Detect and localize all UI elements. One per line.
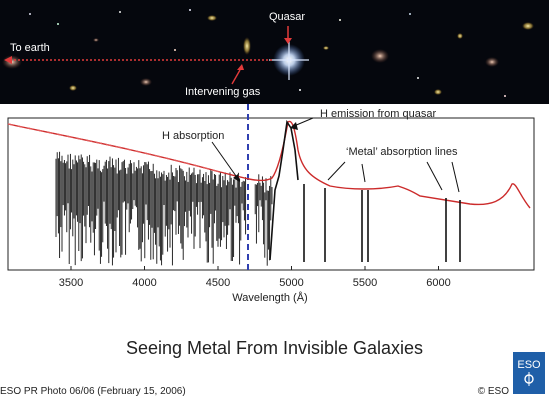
metal-absorption-label: ‘Metal’ absorption lines	[346, 146, 458, 158]
x-tick-label: 6000	[426, 277, 450, 289]
h-emission-label: H emission from quasar	[320, 108, 436, 120]
intervening-gas-label: Intervening gas	[185, 86, 261, 98]
continuum-extrapolation	[7, 123, 221, 173]
h-emission-peak	[269, 119, 299, 261]
x-tick-label: 4500	[206, 277, 230, 289]
continuum-curve	[7, 120, 531, 209]
x-tick-label: 5000	[279, 277, 303, 289]
x-axis-ticks: 3500 4000 4500 5000 5500 6000	[59, 266, 451, 289]
h-emission-pointer	[293, 117, 314, 127]
gas-pointer-arrow	[231, 69, 241, 85]
h-emission-pointer-arrowhead	[290, 122, 298, 130]
eso-logo: ESO	[513, 352, 545, 394]
gas-pointer-arrowhead	[237, 64, 244, 70]
to-earth-label: To earth	[10, 42, 50, 54]
quasar-icon	[269, 40, 309, 80]
eso-logo-mark: ESO	[513, 352, 545, 394]
h-absorption-pointer-arrowhead	[233, 174, 240, 182]
x-tick-label: 4000	[132, 277, 156, 289]
svg-text:ESO: ESO	[517, 359, 541, 371]
h-absorption-label: H absorption	[162, 130, 224, 142]
x-tick-label: 3500	[59, 277, 83, 289]
to-earth-arrowhead	[4, 56, 12, 64]
photo-credit: ESO PR Photo 06/06 (February 15, 2006)	[0, 386, 186, 397]
figure-caption: Seeing Metal From Invisible Galaxies	[125, 338, 424, 358]
deep-sky-panel	[0, 0, 549, 104]
background-galaxies	[2, 9, 534, 97]
quasar-pointer-arrowhead	[284, 38, 292, 44]
metal-pointers	[327, 161, 460, 193]
quasar-label: Quasar	[269, 11, 305, 23]
metal-absorption-lines	[303, 184, 461, 262]
h-absorption-forest	[55, 151, 273, 266]
x-axis-label: Wavelength (Å)	[232, 291, 307, 304]
h-absorption-pointer	[211, 141, 237, 177]
x-tick-label: 5500	[353, 277, 377, 289]
copyright-notice: © ESO	[477, 386, 509, 397]
